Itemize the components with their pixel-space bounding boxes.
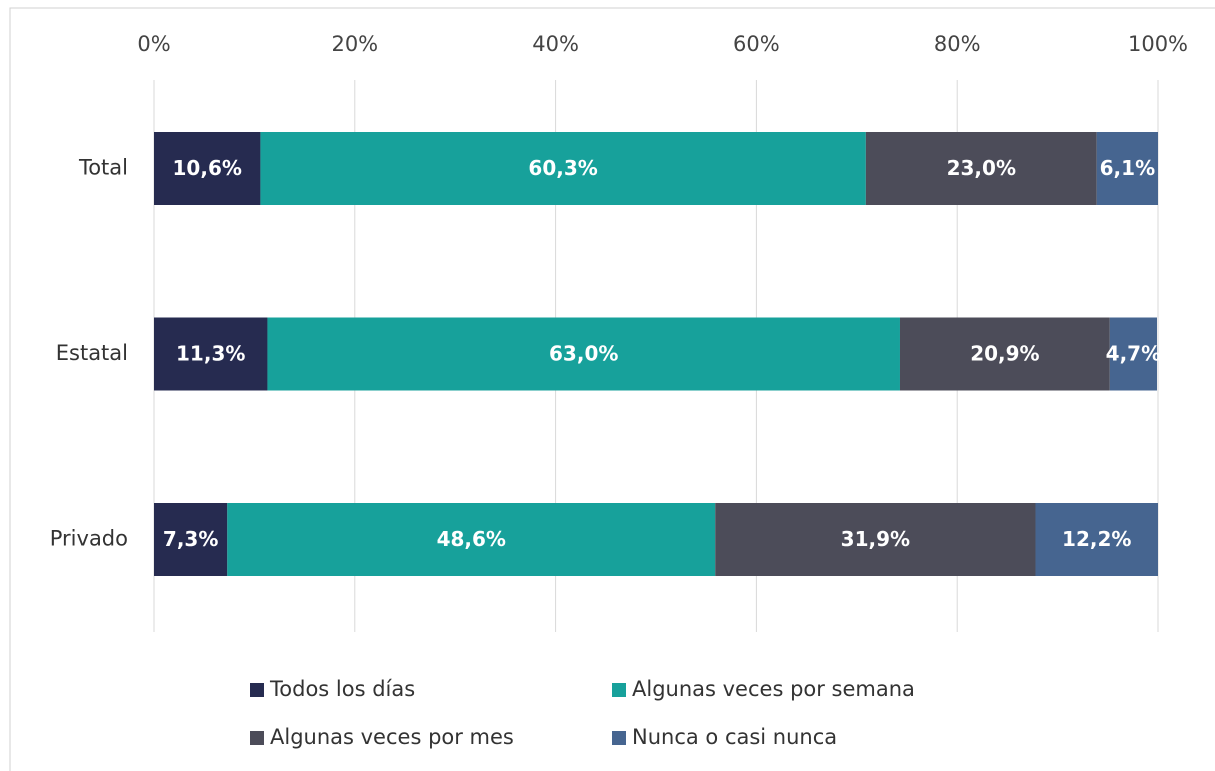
y-tick-label: Total [78,156,128,180]
y-tick-label: Privado [50,527,128,551]
bar-segment [267,317,900,391]
chart-frame [9,7,1215,771]
bar-segment [865,132,1097,205]
value-label: 10,6% [173,156,242,180]
value-label: 4,7% [1106,342,1161,366]
bar-segment [227,503,716,576]
legend-label: Todos los días [269,677,415,701]
value-label: 63,0% [549,342,618,366]
bar-segment [260,132,866,205]
legend-label: Nunca o casi nunca [632,725,837,749]
legend-swatch [250,731,264,745]
value-label: 31,9% [841,527,910,551]
value-label: 20,9% [970,342,1039,366]
bar-segment [899,317,1110,391]
x-tick-label: 20% [331,32,378,56]
x-tick-label: 0% [137,32,170,56]
bars [154,132,1158,576]
value-label: 60,3% [528,156,597,180]
x-tick-label: 60% [733,32,780,56]
labels: 0% 20% 40% 60% 80% 100% Total 10,6% 60,3% 23,0% 6,… [50,32,1188,749]
y-tick-label: Estatal [56,341,128,365]
bar-segment [154,503,228,576]
x-tick-label: 40% [532,32,579,56]
value-label: 6,1% [1100,156,1155,180]
bar-segment [1035,503,1158,576]
legend-label: Algunas veces por semana [632,677,915,701]
bar-segment [715,503,1036,576]
legend-swatch [250,683,264,697]
bar-segment [1109,317,1157,391]
bar-segment [154,317,268,391]
value-label: 7,3% [163,527,218,551]
value-label: 11,3% [176,342,245,366]
value-label: 12,2% [1062,527,1131,551]
bar-segment [154,132,261,205]
bar-segment [1096,132,1158,205]
value-label: 48,6% [437,527,506,551]
legend-label: Algunas veces por mes [270,725,514,749]
legend-swatch [612,683,626,697]
x-tick-label: 80% [934,32,981,56]
value-label: 23,0% [947,156,1016,180]
x-tick-label: 100% [1128,32,1188,56]
legend-swatch [612,731,626,745]
